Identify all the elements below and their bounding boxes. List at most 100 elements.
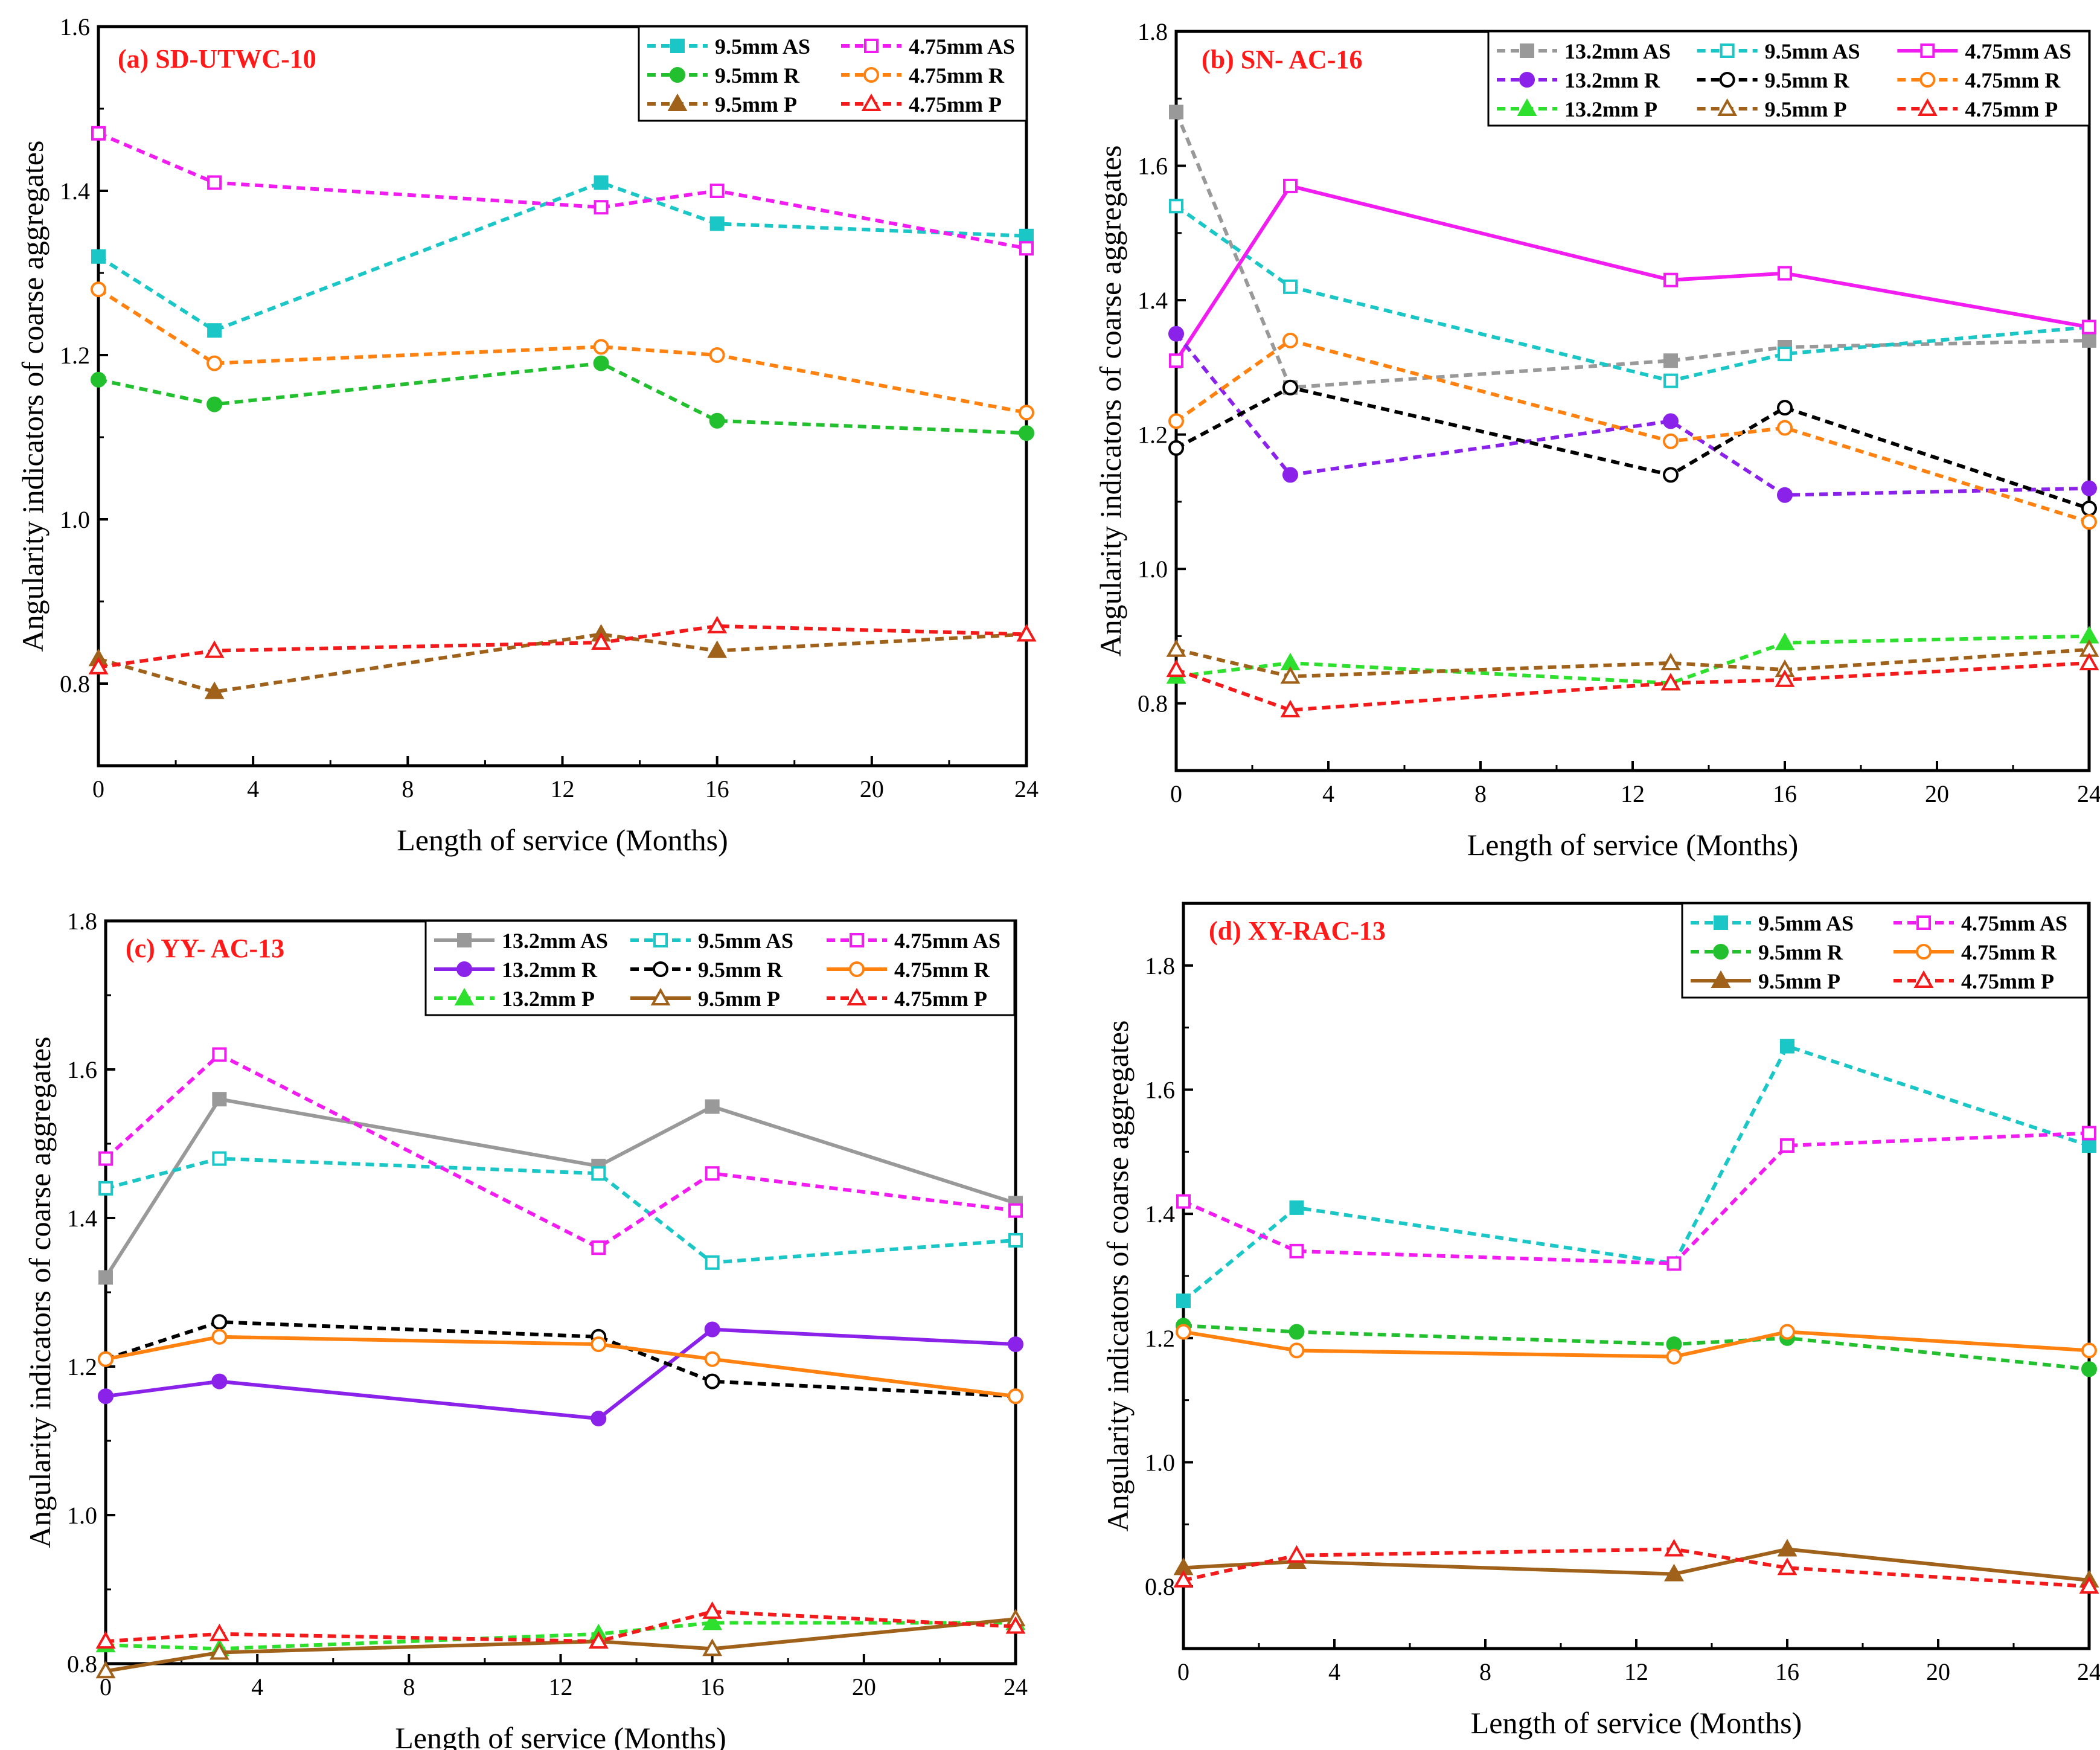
y-tick-label: 1.8 bbox=[67, 908, 97, 935]
data-point bbox=[1288, 1342, 1305, 1359]
x-tick-label: 0 bbox=[1177, 1658, 1189, 1685]
data-point bbox=[1008, 1388, 1023, 1405]
series-line bbox=[105, 1609, 1016, 1644]
legend-label: 9.5mm R bbox=[698, 958, 783, 982]
data-point bbox=[591, 1411, 607, 1427]
x-tick-label: 20 bbox=[1925, 780, 1949, 807]
data-point bbox=[98, 1181, 113, 1196]
x-tick-label: 24 bbox=[1004, 1673, 1028, 1700]
x-axis-label: Length of service (Months) bbox=[397, 823, 728, 857]
data-point bbox=[1288, 1324, 1305, 1340]
legend-label: 13.2mm R bbox=[502, 958, 598, 982]
data-point bbox=[95, 1631, 116, 1649]
legend-swatch-marker bbox=[1520, 43, 1534, 58]
x-tick-label: 24 bbox=[2077, 780, 2100, 807]
data-point bbox=[1777, 420, 1793, 436]
legend-swatch-marker bbox=[1719, 72, 1735, 88]
series-line bbox=[1183, 1324, 2090, 1371]
series-p475 bbox=[88, 615, 1037, 675]
legend-item: 4.75mm AS bbox=[841, 34, 1015, 59]
series-r475 bbox=[1168, 332, 2097, 530]
legend-item: 13.2mm AS bbox=[434, 929, 608, 953]
data-point bbox=[1176, 1194, 1191, 1209]
legend-label: 9.5mm AS bbox=[1758, 911, 1854, 935]
data-point bbox=[2082, 333, 2096, 348]
chart-panel-1: 0 4 8 12 16 20 24 0.8 1.0 1.2 1.4 1.6 1.8 Length of s… bbox=[1093, 18, 2100, 862]
legend-swatch-marker bbox=[863, 67, 879, 83]
data-point bbox=[1282, 332, 1298, 348]
x-tick-label: 4 bbox=[251, 1673, 263, 1700]
data-point bbox=[212, 1151, 227, 1166]
data-point bbox=[2081, 1361, 2097, 1377]
data-point bbox=[206, 355, 223, 371]
legend-swatch-marker bbox=[1917, 98, 1938, 116]
x-tick-label: 24 bbox=[2077, 1658, 2100, 1685]
data-point bbox=[1289, 1200, 1304, 1215]
legend-swatch-marker bbox=[1714, 915, 1728, 930]
legend-swatch-marker bbox=[1920, 43, 1935, 58]
data-point bbox=[707, 615, 728, 633]
data-point bbox=[1005, 1616, 1026, 1634]
data-point bbox=[591, 1240, 606, 1255]
series-as475 bbox=[1169, 178, 2096, 368]
y-tick-label: 1.8 bbox=[1145, 952, 1175, 979]
legend-swatch-marker bbox=[1713, 944, 1729, 960]
data-point bbox=[2081, 480, 2097, 496]
legend-swatch-marker bbox=[1517, 98, 1537, 116]
data-point bbox=[209, 1623, 229, 1641]
series-as13 bbox=[98, 1092, 1023, 1285]
data-point bbox=[98, 1388, 114, 1405]
series-as95 bbox=[1176, 1039, 2096, 1309]
data-point bbox=[702, 1638, 723, 1656]
data-point bbox=[1166, 639, 1186, 657]
legend-swatch-marker bbox=[847, 987, 867, 1005]
data-point bbox=[1166, 659, 1186, 678]
data-point bbox=[1663, 413, 1679, 429]
y-tick-label: 1.2 bbox=[67, 1353, 97, 1380]
y-tick-label: 1.6 bbox=[67, 1056, 97, 1083]
series-p475 bbox=[95, 1601, 1026, 1649]
y-tick-label: 1.4 bbox=[1145, 1200, 1175, 1228]
x-tick-label: 16 bbox=[705, 775, 729, 803]
legend-label: 4.75mm P bbox=[894, 987, 987, 1011]
series-r13 bbox=[98, 1321, 1023, 1427]
legend-swatch-marker bbox=[653, 961, 668, 977]
series-r475 bbox=[98, 1329, 1023, 1405]
series-line bbox=[1175, 204, 2090, 383]
legend-item: 13.2mm R bbox=[1497, 68, 1660, 92]
series-as475 bbox=[1176, 1126, 2096, 1271]
data-point bbox=[704, 1321, 720, 1338]
series-line bbox=[1182, 1131, 2090, 1266]
legend-item: 9.5mm R bbox=[1691, 940, 1843, 964]
x-tick-label: 4 bbox=[247, 775, 259, 803]
data-point bbox=[1287, 1545, 1307, 1563]
data-point bbox=[1019, 241, 1034, 256]
legend-label: 4.75mm P bbox=[1961, 969, 2054, 993]
series-r13 bbox=[1168, 325, 2097, 503]
series-line bbox=[105, 1621, 1016, 1651]
data-point bbox=[594, 200, 609, 215]
x-tick-label: 12 bbox=[549, 1673, 573, 1700]
data-point bbox=[705, 1099, 720, 1114]
series-p95o bbox=[1166, 639, 2099, 684]
legend-item: 13.2mm P bbox=[434, 987, 595, 1011]
x-tick-label: 16 bbox=[1773, 780, 1797, 807]
legend-label: 13.2mm R bbox=[1564, 68, 1660, 92]
chart-panel-0: 0 4 8 12 16 20 24 0.8 1.0 1.2 1.4 1.6 Length of serv… bbox=[16, 13, 1039, 857]
data-point bbox=[211, 1373, 228, 1389]
legend-item: 4.75mm AS bbox=[1897, 39, 2071, 63]
legend-item: 13.2mm R bbox=[434, 958, 598, 982]
data-point bbox=[1777, 400, 1793, 416]
legend-item: 9.5mm P bbox=[647, 92, 797, 117]
data-point bbox=[91, 126, 106, 141]
legend-swatch-marker bbox=[670, 67, 685, 83]
series-line bbox=[1174, 332, 2090, 497]
plot-frame bbox=[97, 25, 1028, 768]
legend-swatch-marker bbox=[454, 987, 475, 1005]
data-point bbox=[1008, 1203, 1023, 1218]
data-point bbox=[1663, 433, 1679, 449]
legend-swatch-marker bbox=[1720, 43, 1735, 58]
series-line bbox=[98, 361, 1027, 435]
y-tick-label: 1.4 bbox=[67, 1205, 97, 1232]
series-line bbox=[1183, 1547, 2090, 1582]
